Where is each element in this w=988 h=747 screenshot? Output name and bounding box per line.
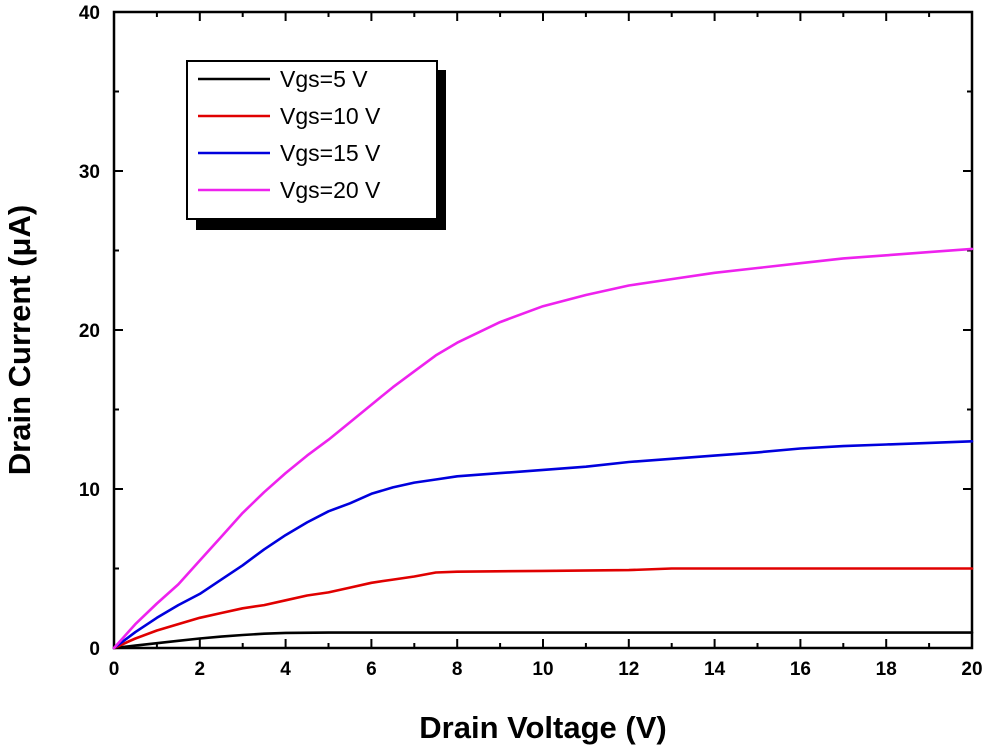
y-tick-label: 30 [79,162,100,183]
legend-label-4: Vgs=20 V [280,177,381,203]
x-axis-title: Drain Voltage (V) [419,710,666,745]
series-line-3 [112,439,974,650]
y-axis-title: Drain Current (μA) [2,205,37,475]
x-tick-label: 10 [532,659,553,680]
axis-ticks [113,11,973,649]
y-tick-label: 20 [79,321,100,342]
y-tick-label: 40 [79,3,100,24]
y-tick-label: 0 [89,639,100,660]
x-tick-label: 16 [790,659,811,680]
x-tick-label: 14 [704,659,726,680]
series-lines [112,247,974,650]
legend-label-3: Vgs=15 V [280,140,381,166]
legend-label-2: Vgs=10 V [280,103,381,129]
legend-box [186,60,438,220]
x-tick-label: 2 [195,659,206,680]
series-line-2 [112,567,974,650]
x-tick-label: 20 [961,659,982,680]
x-tick-label: 4 [280,659,291,680]
series-line-4 [112,247,974,650]
series-line-1 [112,631,974,650]
legend-label-1: Vgs=5 V [280,66,368,92]
y-tick-label: 10 [79,480,100,501]
legend: Vgs=5 V Vgs=10 V Vgs=15 V Vgs=20 V [186,60,446,230]
x-tick-label: 0 [109,659,120,680]
x-tick-label: 8 [452,659,463,680]
x-tick-label: 18 [876,659,897,680]
x-tick-label: 6 [366,659,377,680]
axis-tick-labels: 0 2 4 6 8 10 12 14 16 18 20 0 10 20 30 40 [79,3,983,680]
x-tick-label: 12 [618,659,639,680]
